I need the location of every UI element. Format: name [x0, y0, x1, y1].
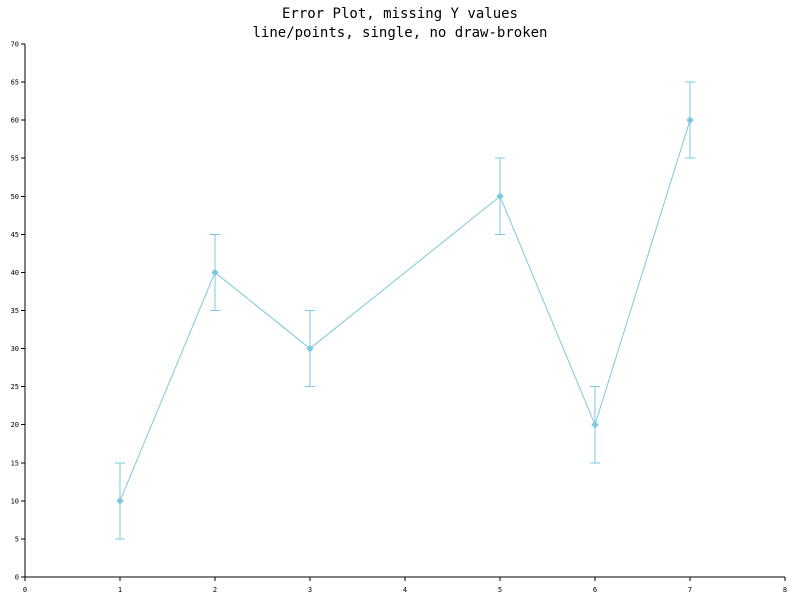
data-points: [116, 116, 694, 505]
data-point: [116, 497, 124, 505]
data-point: [211, 268, 219, 277]
chart-title: Error Plot, missing Y values: [282, 6, 518, 22]
y-tick-label: 45: [11, 231, 19, 239]
x-tick-label: 7: [688, 586, 692, 594]
x-tick-label: 1: [118, 586, 122, 594]
y-tick-label: 55: [11, 155, 19, 163]
x-tick-label: 0: [23, 586, 27, 594]
y-tick-label: 70: [11, 41, 19, 49]
y-tick-label: 30: [11, 345, 19, 353]
error-bars: [115, 81, 695, 540]
data-point: [591, 421, 599, 429]
y-tick-label: 25: [11, 383, 19, 391]
y-tick-label: 60: [11, 117, 19, 125]
y-tick-label: 0: [15, 574, 19, 582]
x-tick-label: 6: [593, 586, 597, 594]
data-point: [496, 192, 504, 200]
y-tick-label: 40: [11, 269, 19, 277]
data-point: [306, 344, 314, 353]
y-tick-label: 50: [11, 193, 19, 201]
chart-subtitle: line/points, single, no draw-broken: [252, 25, 547, 41]
x-tick-label: 5: [498, 586, 502, 594]
y-tick-label: 20: [11, 421, 19, 429]
y-tick-label: 35: [11, 307, 19, 315]
series-line: [119, 119, 691, 502]
x-tick-label: 8: [783, 586, 787, 594]
x-tick-label: 3: [308, 586, 312, 594]
x-tick-label: 2: [213, 586, 217, 594]
y-tick-label: 65: [11, 79, 19, 87]
y-tick-label: 10: [11, 497, 19, 505]
y-tick-label: 5: [15, 535, 19, 543]
data-point: [686, 116, 694, 124]
y-tick-label: 15: [11, 459, 19, 467]
series-line-layer: [119, 119, 691, 502]
x-tick-label: 4: [403, 586, 407, 594]
